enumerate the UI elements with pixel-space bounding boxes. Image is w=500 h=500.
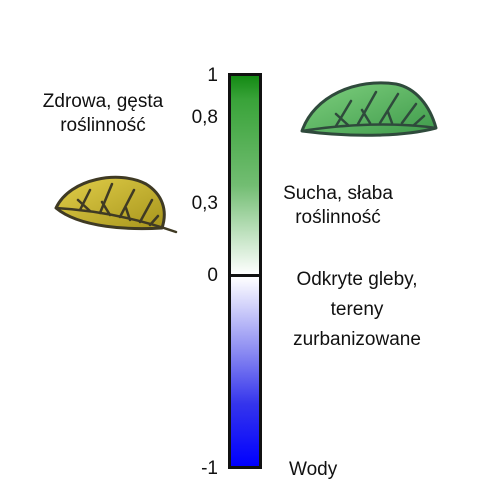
- label-sparse-vegetation: Sucha, słaba roślinność: [283, 183, 393, 228]
- tick-label-0-3: 0,3: [191, 193, 218, 214]
- label-bare-soil-urban: Odkryte gleby, tereny zurbanizowane: [293, 269, 421, 350]
- tick-label-minus-1: -1: [201, 458, 218, 479]
- color-scale-bar: [228, 73, 262, 469]
- tick-label-1: 1: [207, 65, 218, 86]
- tick-label-0-8: 0,8: [191, 107, 218, 128]
- yellow-leaf-icon: [54, 175, 178, 234]
- tick-label-0: 0: [207, 265, 218, 286]
- zero-divider: [228, 274, 262, 277]
- label-healthy-vegetation: Zdrowa, gęsta roślinność: [42, 91, 164, 136]
- green-leaf-icon: [300, 81, 438, 137]
- label-water: Wody: [289, 459, 338, 480]
